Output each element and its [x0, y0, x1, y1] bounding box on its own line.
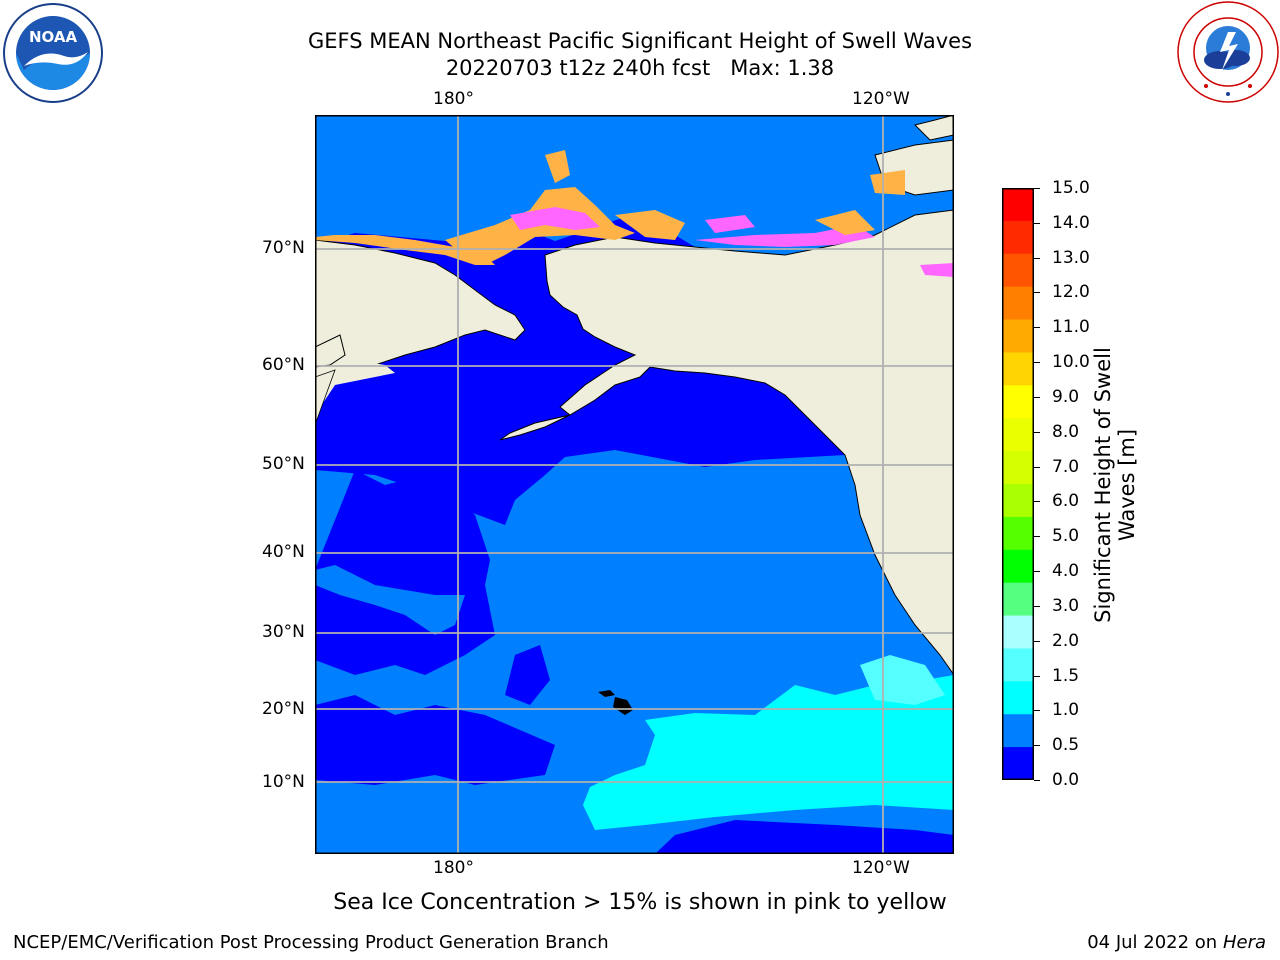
map-gridlines: [315, 115, 954, 854]
colorbar-tick-mark: [1034, 745, 1040, 747]
colorbar-tick-label: 0.0: [1052, 770, 1080, 790]
colorbar-block: [1002, 253, 1034, 288]
colorbar-tick-label: 1.5: [1052, 665, 1080, 686]
colorbar-block: [1002, 484, 1034, 518]
colorbar-tick-mark: [1034, 292, 1040, 294]
colorbar-tick-mark: [1034, 257, 1040, 259]
lat-label-30n: 30°N: [262, 622, 305, 642]
colorbar-tick-label: 1.0: [1052, 700, 1080, 721]
colorbar-tick-label: 8.0: [1052, 421, 1080, 442]
chart-title: GEFS MEAN Northeast Pacific Significant …: [307, 29, 973, 53]
colorbar-block: [1002, 714, 1034, 748]
colorbar-tick-label: 11.0: [1052, 317, 1090, 338]
colorbar-block: [1002, 352, 1034, 386]
colorbar-label: Significant Height of Swell Waves [m]: [1091, 325, 1139, 645]
colorbar-tick-mark: [1034, 675, 1040, 677]
colorbar-tick-mark: [1034, 710, 1040, 712]
colorbar-tick-mark: [1034, 536, 1040, 538]
colorbar-tick-label: 10.0: [1052, 352, 1090, 373]
colorbar-tick-label: 3.0: [1052, 595, 1080, 616]
colorbar-tick-mark: [1034, 362, 1040, 364]
colorbar-block: [1002, 582, 1034, 617]
colorbar-tick-label: 2.0: [1052, 630, 1080, 651]
colorbar-tick-label: 4.0: [1052, 561, 1080, 582]
lat-label-20n: 20°N: [262, 699, 305, 719]
colorbar-label-line2: Waves [m]: [1115, 428, 1139, 542]
colorbar-tick-mark: [1034, 466, 1040, 468]
colorbar-label-line1: Significant Height of Swell: [1091, 347, 1115, 623]
colorbar-tick-mark: [1034, 188, 1040, 189]
colorbar-tick-label: 13.0: [1052, 247, 1090, 268]
lat-label-60n: 60°N: [262, 355, 305, 375]
colorbar-tick-label: 5.0: [1052, 526, 1080, 547]
map-plot: [315, 115, 954, 854]
colorbar-block: [1002, 549, 1034, 584]
colorbar-tick-mark: [1034, 327, 1040, 329]
colorbar-tick-mark: [1034, 396, 1040, 398]
colorbar-block: [1002, 418, 1034, 452]
colorbar-block: [1002, 319, 1034, 353]
colorbar-tick-mark: [1034, 501, 1040, 503]
lon-label-bottom-180: 180°: [433, 858, 474, 878]
colorbar: [1002, 188, 1034, 780]
footer-date-text: 04 Jul 2022 on: [1087, 932, 1223, 953]
footer-date: 04 Jul 2022 on Hera: [1087, 932, 1266, 953]
colorbar-tick-label: 7.0: [1052, 456, 1080, 477]
noaa-logo-text: NOAA: [29, 28, 78, 46]
colorbar-tick-mark: [1034, 640, 1040, 642]
footer-credit: NCEP/EMC/Verification Post Processing Pr…: [13, 932, 609, 953]
colorbar-tick-mark: [1034, 571, 1040, 573]
lon-label-bottom-120w: 120°W: [852, 858, 910, 878]
colorbar-tick-label: 12.0: [1052, 282, 1090, 303]
colorbar-block: [1002, 681, 1034, 715]
colorbar-block: [1002, 648, 1034, 682]
colorbar-tick-label: 0.5: [1052, 735, 1080, 756]
colorbar-tick-mark: [1034, 431, 1040, 433]
footer-host: Hera: [1222, 932, 1266, 953]
lon-label-top-120w: 120°W: [852, 89, 910, 109]
nws-logo: [1177, 1, 1279, 103]
colorbar-block: [1002, 516, 1034, 551]
lon-label-top-180: 180°: [433, 89, 474, 109]
lat-label-50n: 50°N: [262, 454, 305, 474]
colorbar-block: [1002, 188, 1034, 222]
noaa-logo: NOAA: [3, 3, 103, 103]
colorbar-block: [1002, 451, 1034, 485]
colorbar-tick-mark: [1034, 605, 1040, 607]
colorbar-block: [1002, 220, 1034, 255]
lat-label-40n: 40°N: [262, 542, 305, 562]
colorbar-block: [1002, 385, 1034, 419]
colorbar-block: [1002, 286, 1034, 321]
colorbar-tick-mark: [1034, 780, 1040, 781]
chart-subtitle: 20220703 t12z 240h fcst Max: 1.38: [445, 56, 835, 80]
colorbar-tick-label: 9.0: [1052, 386, 1080, 407]
lat-label-70n: 70°N: [262, 238, 305, 258]
colorbar-block: [1002, 747, 1034, 780]
colorbar-block: [1002, 615, 1034, 649]
colorbar-tick-label: 14.0: [1052, 212, 1090, 233]
sea-ice-note: Sea Ice Concentration > 15% is shown in …: [333, 890, 947, 915]
lat-label-10n: 10°N: [262, 772, 305, 792]
colorbar-tick-label: 6.0: [1052, 491, 1080, 512]
colorbar-tick-mark: [1034, 222, 1040, 224]
colorbar-tick-label: 15.0: [1052, 178, 1090, 198]
